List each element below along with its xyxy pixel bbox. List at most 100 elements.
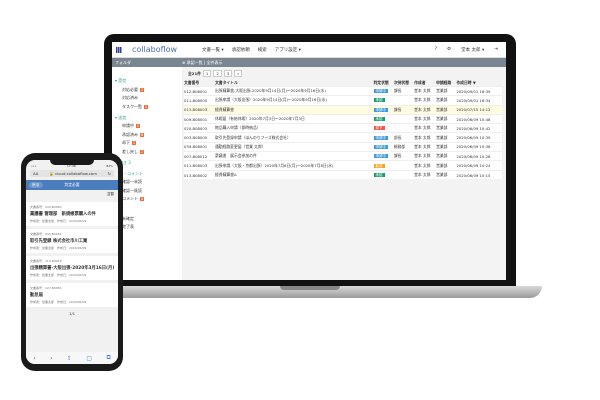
help-icon[interactable]: ? <box>434 46 438 52</box>
table-cell: 2020/09/01 16:34 <box>456 95 502 106</box>
card-title: 稟議書 管理部 新規帳票購入の件 <box>30 212 96 217</box>
table-cell: 営業部 <box>436 104 457 115</box>
table-cell: 経費精算書 <box>215 104 374 115</box>
sidebar-item-label: 確認一未読 <box>122 179 142 184</box>
table-row[interactable]: 011-B08005 出張申請（大阪出張）2020年9月14日(月)〜2020年9… <box>184 95 502 106</box>
sidebar-item[interactable]: タスク一覧 2 <box>115 104 179 110</box>
laptop-screen: collaboflow 文書一覧 ▾ 承認依頼 検索 アプリ設定 ▾ ? ⚙ 堂本 太… <box>112 42 506 280</box>
sidebar-group[interactable]: 確認・コメント <box>115 170 143 176</box>
table-cell: 営業部 <box>436 132 457 143</box>
document-list: 全21件 1 2 3» 文書番号 文書タイトル 判定状態 次待状態 作成者 申請経路 作成日時 … <box>184 67 502 280</box>
back-icon[interactable]: ‹ <box>33 354 36 362</box>
document-card[interactable]: 文書番号：127-B0080 勤怠届 作成者：営業太郎 作成日：2020/06/09 <box>26 283 118 307</box>
table-row[interactable]: 003-B08005 取引先登録申請（ほんのりフーズ株式会社） 申請中 部長 堂本 太郎… <box>184 132 502 143</box>
address-bar[interactable]: AA 🔒 cloud.collaboflow.com ↻ <box>30 170 114 177</box>
bookmarks-icon[interactable]: ▢ <box>86 354 93 362</box>
table-cell: 通勤経路変更届（営業 太郎） <box>215 141 374 152</box>
app-header: collaboflow 文書一覧 ▾ 承認依頼 検索 アプリ設定 ▾ ? ⚙ 堂本 太… <box>112 42 506 58</box>
table-cell: 稟議書 展示会参加の件 <box>215 151 374 161</box>
gear-icon[interactable]: ⚙ <box>447 46 452 52</box>
tabs-icon[interactable]: ⧉ <box>106 354 111 361</box>
page-button[interactable]: 1 <box>202 70 212 77</box>
sidebar-item[interactable]: 対応済み <box>115 95 179 101</box>
table-row[interactable]: 039-B08001 通勤経路変更届（営業 太郎） 申請中 総務部 堂本 太郎 営業部 20… <box>184 141 502 152</box>
column-header[interactable]: 次待状態 <box>393 80 415 87</box>
page-button[interactable]: » <box>234 70 243 77</box>
count-badge: 2 <box>140 149 145 154</box>
table-row[interactable]: 011-B08003 出張申請（大阪・京都出張）2020年7月6日(月)〜2020… <box>184 160 502 171</box>
menu-item[interactable]: アプリ設定 ▾ <box>274 47 301 53</box>
table-cell: 堂本 太郎 <box>414 104 437 115</box>
count-badge: 4 <box>140 197 145 201</box>
sidebar-item-label: 対応必要 <box>122 86 138 92</box>
share-icon[interactable]: ⇧ <box>66 354 72 362</box>
breadcrumb[interactable]: ⊕ 承認一覧 | 全件表示 <box>182 59 223 65</box>
menu-item[interactable]: 文書一覧 ▾ <box>202 47 224 53</box>
document-card[interactable]: 文書番号：119-B0018 出張精算書-大阪出張-2020年3月16日(月)〜2… <box>26 256 118 280</box>
user-menu[interactable]: 堂本 太郎 ▾ <box>461 47 485 53</box>
sidebar-item[interactable]: 完了表 <box>115 224 179 230</box>
table-cell: 物品購入申請（即時納品） <box>215 123 374 133</box>
page-button[interactable]: 2 <box>213 70 222 77</box>
sidebar-item[interactable]: 未確定 <box>115 216 179 222</box>
table-cell: 承認 <box>373 169 394 180</box>
table-cell: 申請中 <box>373 141 394 152</box>
table-cell: 承認 <box>373 95 394 106</box>
table-cell: 2020/07/15 14:12 <box>456 104 502 115</box>
mobile-title-bar: 判定必要 戻る <box>26 180 118 190</box>
table-row[interactable]: 009-B08001 休暇届（有給休暇）2020年7月3日〜2020年7月3日 承認… <box>184 113 502 124</box>
app-grid-icon[interactable] <box>116 46 122 53</box>
laptop-base <box>78 286 542 298</box>
reload-icon[interactable]: ↻ <box>107 171 111 176</box>
table-row[interactable]: 012-B08001 出張精算書-大阪出張-2020年9月14日(月)〜2020年… <box>184 85 502 96</box>
table-cell: 出張精算書-大阪出張-2020年9月14日(月)〜2020年9月16日(水) <box>215 85 374 96</box>
sidebar-group[interactable]: ▾ 送信 <box>115 114 127 120</box>
page-button[interactable]: 3 <box>223 70 233 77</box>
column-header[interactable]: 判定状態 <box>373 80 394 87</box>
sidebar-group[interactable]: 一般 <box>115 207 179 213</box>
status-badge: 承認 <box>373 173 385 178</box>
column-header[interactable]: 文書タイトル <box>215 80 374 87</box>
document-card[interactable]: 文書番号：043-B0080 稟議書 管理部 新規帳票購入の件 作成者：営業太郎 作… <box>26 202 118 226</box>
table-cell: 2020/06/09 10:36 <box>456 141 502 152</box>
table-row[interactable]: 007-B08012 稟議書 展示会参加の件 申請中 課長 堂本 太郎 営業部 2020/0… <box>184 151 502 161</box>
sort-button[interactable]: 並替 <box>107 192 114 196</box>
sidebar-item[interactable]: 却下 2 <box>115 140 179 146</box>
sidebar-item[interactable]: 対応必要 2 <box>115 87 179 93</box>
table-cell: 堂本 太郎 <box>414 151 437 161</box>
column-header[interactable]: 文書番号 <box>184 80 215 87</box>
sidebar-item[interactable]: コメント 4 <box>115 196 179 202</box>
menu-item[interactable]: 検索 <box>257 47 267 53</box>
sidebar-item-label: 申請中 <box>122 123 134 128</box>
column-header[interactable]: 作成日時 ▼ <box>456 80 502 87</box>
menu-item[interactable]: 承認依頼 <box>231 47 250 53</box>
sidebar-item[interactable]: 差し戻し 2 <box>115 149 179 155</box>
table-cell: 出張申請（大阪出張）2020年9月14日(月)〜2020年9月16日(水) <box>215 95 374 106</box>
back-button[interactable]: 戻る <box>29 182 43 188</box>
sidebar-item[interactable]: 確認一未読 <box>115 179 179 185</box>
browser-toolbar: ‹ › ⇧ ▢ ⧉ <box>26 352 118 364</box>
table-cell: 営業部 <box>436 160 457 171</box>
sidebar-item[interactable]: 申請中 2 <box>115 123 179 129</box>
table-row[interactable]: 013-B08003 経費精算書 申請中 課長 堂本 太郎 営業部 2020/07/15 1… <box>184 104 502 115</box>
text-size-button[interactable]: AA <box>33 171 39 176</box>
column-header[interactable]: 申請経路 <box>436 80 457 87</box>
table-cell: 課長 <box>393 104 415 115</box>
sidebar-group[interactable]: 下書き 3 <box>115 159 131 165</box>
table-cell: 2020/06/09 10:28 <box>456 151 502 161</box>
forward-icon[interactable]: › <box>50 354 53 362</box>
table-row[interactable]: 013-B08002 経費精算書A 承認 堂本 太郎 営業部 2020/06/09 10:… <box>184 169 502 180</box>
logout-icon[interactable]: ⇥ <box>494 46 498 52</box>
table-cell: 営業部 <box>436 113 457 124</box>
table-cell: 経費精算書A <box>215 169 374 180</box>
document-card[interactable]: 文書番号：043-B0081 取引先登録 株式会社市川工業 作成者：営業太郎 作成日… <box>26 229 118 253</box>
column-header[interactable]: 作成者 <box>414 80 437 87</box>
pagination: 全21件 1 2 3» <box>188 70 502 77</box>
table-row[interactable]: 020-B08003 物品購入申請（即時納品） 却下 堂本 太郎 営業部 2020/06/… <box>184 123 502 133</box>
sidebar-item[interactable]: 承認済み 8 <box>115 132 179 138</box>
sidebar-item[interactable]: 確認一既読 <box>115 188 179 194</box>
sidebar-group[interactable]: ▾ 受信 <box>115 78 127 83</box>
toolbar: フォルダ ⊕ 承認一覧 | 全件表示 <box>112 58 506 67</box>
table-cell: 011-B08005 <box>184 95 215 106</box>
table-cell: 営業部 <box>436 151 457 161</box>
